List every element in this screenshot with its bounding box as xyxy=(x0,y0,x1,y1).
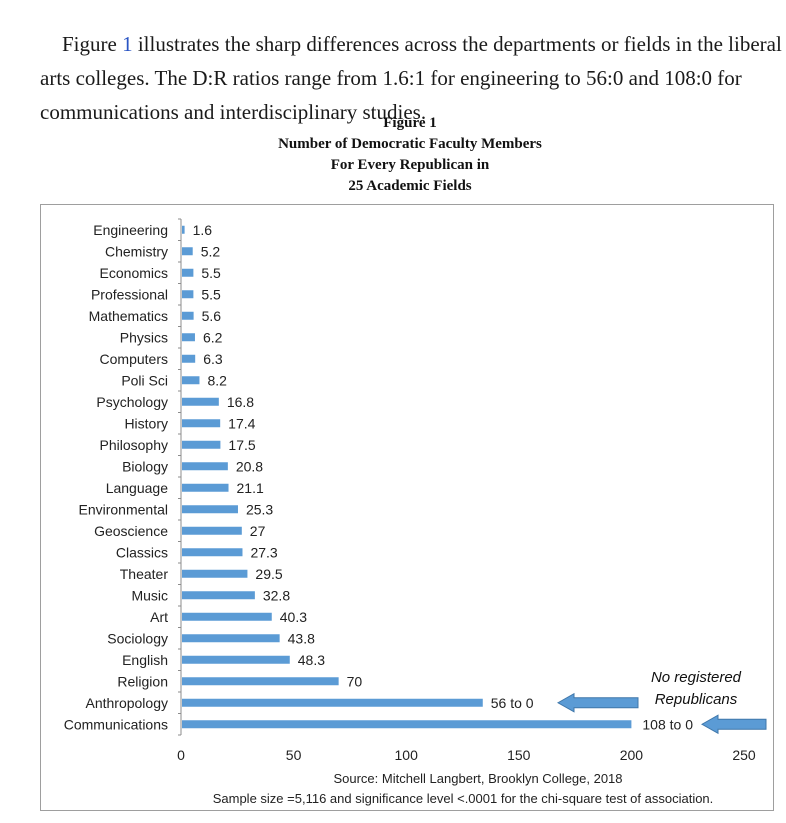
category-label-language: Language xyxy=(106,480,169,496)
annotation-line-2: Republicans xyxy=(655,691,738,708)
category-label-religion: Religion xyxy=(117,673,168,689)
category-label-professional: Professional xyxy=(91,286,168,302)
bar-chemistry xyxy=(182,247,193,256)
value-label-computers: 6.3 xyxy=(203,351,223,367)
category-label-biology: Biology xyxy=(122,458,168,474)
bar-anthropology xyxy=(182,698,483,707)
category-label-environmental: Environmental xyxy=(79,501,169,517)
category-label-art: Art xyxy=(150,609,168,625)
category-label-engineering: Engineering xyxy=(93,222,168,238)
x-tick-label-50: 50 xyxy=(286,747,302,763)
bar-computers xyxy=(182,354,196,363)
value-label-physics: 6.2 xyxy=(203,329,223,345)
source-line-1: Source: Mitchell Langbert, Brooklyn Coll… xyxy=(333,771,622,786)
category-label-communications: Communications xyxy=(64,716,168,732)
value-label-engineering: 1.6 xyxy=(193,222,213,238)
x-tick-label-150: 150 xyxy=(507,747,531,763)
intro-prefix: Figure xyxy=(62,32,123,56)
bar-mathematics xyxy=(182,311,194,320)
value-label-theater: 29.5 xyxy=(255,566,282,582)
category-label-economics: Economics xyxy=(100,265,168,281)
bar-history xyxy=(182,419,221,428)
value-label-anthropology: 56 to 0 xyxy=(491,695,534,711)
figure-reference-link[interactable]: 1 xyxy=(122,32,133,56)
value-label-music: 32.8 xyxy=(263,587,290,603)
category-label-poli-sci: Poli Sci xyxy=(121,372,168,388)
bar-music xyxy=(182,591,255,600)
value-label-economics: 5.5 xyxy=(201,265,221,281)
value-label-philosophy: 17.5 xyxy=(228,437,255,453)
bar-sociology xyxy=(182,634,280,643)
value-label-chemistry: 5.2 xyxy=(201,243,221,259)
value-label-language: 21.1 xyxy=(237,480,264,496)
value-label-psychology: 16.8 xyxy=(227,394,254,410)
category-label-mathematics: Mathematics xyxy=(89,308,168,324)
source-line-2: Sample size =5,116 and significance leve… xyxy=(213,791,714,806)
figure-title-line-2: For Every Republican in xyxy=(330,157,490,173)
bar-economics xyxy=(182,268,194,277)
value-label-environmental: 25.3 xyxy=(246,501,273,517)
value-label-communications: 108 to 0 xyxy=(642,716,693,732)
bar-philosophy xyxy=(182,440,221,449)
category-label-theater: Theater xyxy=(120,566,169,582)
bar-communications xyxy=(182,720,632,729)
category-label-philosophy: Philosophy xyxy=(100,437,169,453)
value-label-art: 40.3 xyxy=(280,609,307,625)
category-label-physics: Physics xyxy=(120,329,168,345)
category-label-psychology: Psychology xyxy=(96,394,168,410)
intro-paragraph: Figure 1 illustrates the sharp differenc… xyxy=(40,27,782,129)
bar-english xyxy=(182,655,290,664)
value-label-geoscience: 27 xyxy=(250,523,266,539)
category-label-sociology: Sociology xyxy=(107,630,168,646)
bar-psychology xyxy=(182,397,219,406)
bar-art xyxy=(182,612,272,621)
category-label-geoscience: Geoscience xyxy=(94,523,168,539)
figure-label: Figure 1 xyxy=(383,115,437,131)
figure-title-line-3: 25 Academic Fields xyxy=(348,178,472,194)
category-label-computers: Computers xyxy=(100,351,168,367)
value-label-religion: 70 xyxy=(347,673,363,689)
x-tick-label-100: 100 xyxy=(395,747,419,763)
category-label-english: English xyxy=(122,652,168,668)
bar-geoscience xyxy=(182,526,242,535)
bar-religion xyxy=(182,677,339,686)
bar-environmental xyxy=(182,505,238,514)
value-label-mathematics: 5.6 xyxy=(202,308,222,324)
bar-classics xyxy=(182,548,243,557)
value-label-classics: 27.3 xyxy=(250,544,277,560)
bar-biology xyxy=(182,462,228,471)
category-label-anthropology: Anthropology xyxy=(85,695,168,711)
bar-poli-sci xyxy=(182,376,200,385)
x-tick-label-200: 200 xyxy=(620,747,644,763)
value-label-poli-sci: 8.2 xyxy=(207,372,227,388)
category-label-chemistry: Chemistry xyxy=(105,243,168,259)
figure-title-line-1: Number of Democratic Faculty Members xyxy=(278,136,542,152)
category-label-history: History xyxy=(124,415,168,431)
figure-caption: Figure 1 Number of Democratic Faculty Me… xyxy=(0,113,786,197)
value-label-history: 17.4 xyxy=(228,415,255,431)
annotation-line-1: No registered xyxy=(651,669,742,686)
value-label-biology: 20.8 xyxy=(236,458,263,474)
value-label-professional: 5.5 xyxy=(201,286,221,302)
arrow-communications xyxy=(700,714,767,735)
x-tick-label-250: 250 xyxy=(732,747,756,763)
bar-professional xyxy=(182,290,194,299)
intro-text: illustrates the sharp differences across… xyxy=(40,32,782,124)
value-label-sociology: 43.8 xyxy=(288,630,315,646)
bar-physics xyxy=(182,333,195,342)
category-label-music: Music xyxy=(131,587,168,603)
bar-language xyxy=(182,483,229,492)
x-tick-label-0: 0 xyxy=(177,747,185,763)
chart-frame xyxy=(40,204,774,811)
arrow-anthropology xyxy=(556,692,639,713)
bar-engineering xyxy=(182,225,185,234)
category-label-classics: Classics xyxy=(116,544,168,560)
bar-theater xyxy=(182,569,248,578)
value-label-english: 48.3 xyxy=(298,652,325,668)
